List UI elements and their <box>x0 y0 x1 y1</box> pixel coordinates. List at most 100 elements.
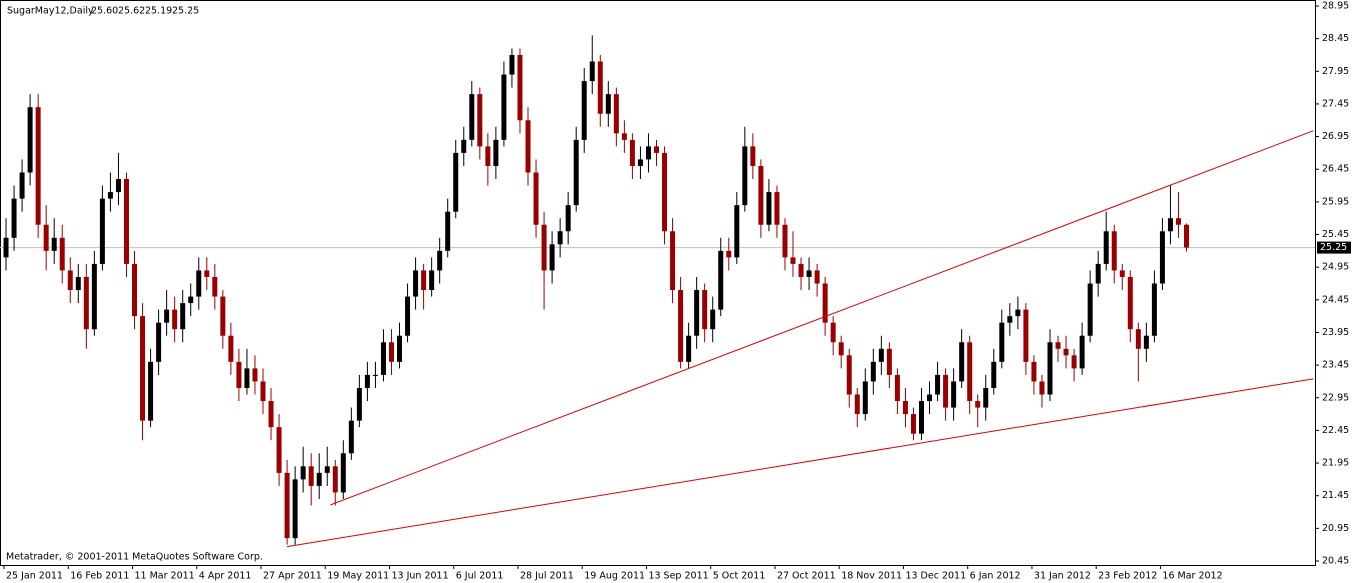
candle-body <box>445 211 451 251</box>
x-tick-label: 5 Oct 2011 <box>713 571 766 582</box>
candle-body <box>413 270 419 297</box>
candle-body <box>292 479 298 539</box>
candle-body <box>19 172 25 199</box>
candle-body <box>220 296 226 336</box>
trendline <box>287 378 1314 548</box>
quote-high: 25.62 <box>118 6 145 17</box>
x-tick-label: 27 Apr 2011 <box>263 571 322 582</box>
candle-body <box>469 94 475 140</box>
candle-body <box>268 401 274 428</box>
candle-body <box>429 270 435 291</box>
candle-body <box>91 263 97 330</box>
y-tick-label: 20.45 <box>1322 556 1349 567</box>
y-tick-label: 22.95 <box>1322 392 1349 403</box>
candle-body <box>1119 270 1125 277</box>
y-tick-label: 21.45 <box>1322 490 1349 501</box>
candle-body <box>485 146 491 166</box>
candle-body <box>766 192 772 225</box>
x-tick-label: 28 Jul 2011 <box>520 571 574 582</box>
candle-body <box>364 374 370 388</box>
candle-body <box>132 263 138 317</box>
candle-body <box>260 381 266 402</box>
x-tick-label: 27 Oct 2011 <box>777 571 836 582</box>
candle-body <box>276 427 282 473</box>
trendline <box>330 130 1314 506</box>
candle-body <box>846 355 852 395</box>
candle-body <box>308 466 314 486</box>
candle-body <box>557 231 563 245</box>
quote-low: 25.19 <box>145 6 172 17</box>
candle-body <box>878 348 884 362</box>
candle-body <box>405 296 411 336</box>
x-tick-label: 18 Nov 2011 <box>841 571 902 582</box>
candle-body <box>597 61 603 114</box>
candle-body <box>798 263 804 277</box>
x-tick-label: 19 Aug 2011 <box>584 571 645 582</box>
candle-body <box>99 198 105 264</box>
candle-body <box>1143 335 1149 349</box>
candle-body <box>1047 342 1053 395</box>
candle-body <box>1127 276 1133 330</box>
y-tick-label: 26.45 <box>1322 164 1349 175</box>
x-tick-label: 25 Jan 2011 <box>6 571 63 582</box>
candle-body <box>517 54 523 121</box>
candle-body <box>453 152 459 212</box>
candle-body <box>1055 342 1061 349</box>
candle-body <box>1151 283 1157 336</box>
candle-body <box>51 237 57 251</box>
candle-body <box>1063 348 1069 356</box>
x-tick-label: 6 Jan 2012 <box>970 571 1021 582</box>
candle-body <box>605 94 611 114</box>
candle-body <box>501 74 507 140</box>
candle-body <box>83 276 89 330</box>
candle-body <box>421 270 427 291</box>
candle-body <box>59 237 65 271</box>
candle-body <box>734 205 740 258</box>
candle-body <box>726 250 732 258</box>
candle-body <box>927 394 933 402</box>
x-tick-label: 31 Jan 2012 <box>1034 571 1091 582</box>
candle-body <box>67 270 73 291</box>
candle-body <box>252 368 258 382</box>
candle-body <box>637 159 643 166</box>
candle-body <box>645 146 651 160</box>
price-box <box>1317 241 1351 254</box>
candle-body <box>284 472 290 539</box>
candle-body <box>830 322 836 343</box>
y-tick-label: 28.95 <box>1322 1 1349 12</box>
candle-body <box>694 290 700 336</box>
y-tick-label: 25.95 <box>1322 196 1349 207</box>
candle-body <box>1167 218 1173 232</box>
candle-body <box>653 146 659 153</box>
candle-body <box>188 296 194 304</box>
candle-body <box>75 276 81 291</box>
candle-body <box>822 283 828 323</box>
candle-body <box>348 420 354 454</box>
candle-body <box>862 381 868 415</box>
candle-body <box>27 107 33 173</box>
candle-body <box>3 237 9 258</box>
candle-body <box>236 361 242 388</box>
candle-body <box>300 466 306 480</box>
candle-body <box>156 322 162 362</box>
candle-body <box>107 192 113 199</box>
candle-body <box>919 401 925 434</box>
x-tick-label: 11 Mar 2011 <box>135 571 195 582</box>
candle-body <box>356 387 362 421</box>
plot-area <box>0 35 1315 548</box>
y-tick-label: 22.45 <box>1322 425 1349 436</box>
y-tick-label: 27.45 <box>1322 98 1349 109</box>
candle-body <box>461 139 467 153</box>
candle-body <box>123 179 129 264</box>
candle-body <box>1071 355 1077 369</box>
candle-body <box>806 270 812 277</box>
candle-body <box>1039 381 1045 395</box>
candle-body <box>983 387 989 408</box>
x-tick-label: 13 Sep 2011 <box>648 571 708 582</box>
candle-body <box>1111 231 1117 271</box>
candle-body <box>1031 361 1037 382</box>
candle-body <box>975 401 981 408</box>
candle-body <box>316 472 322 486</box>
candle-body <box>662 152 668 232</box>
